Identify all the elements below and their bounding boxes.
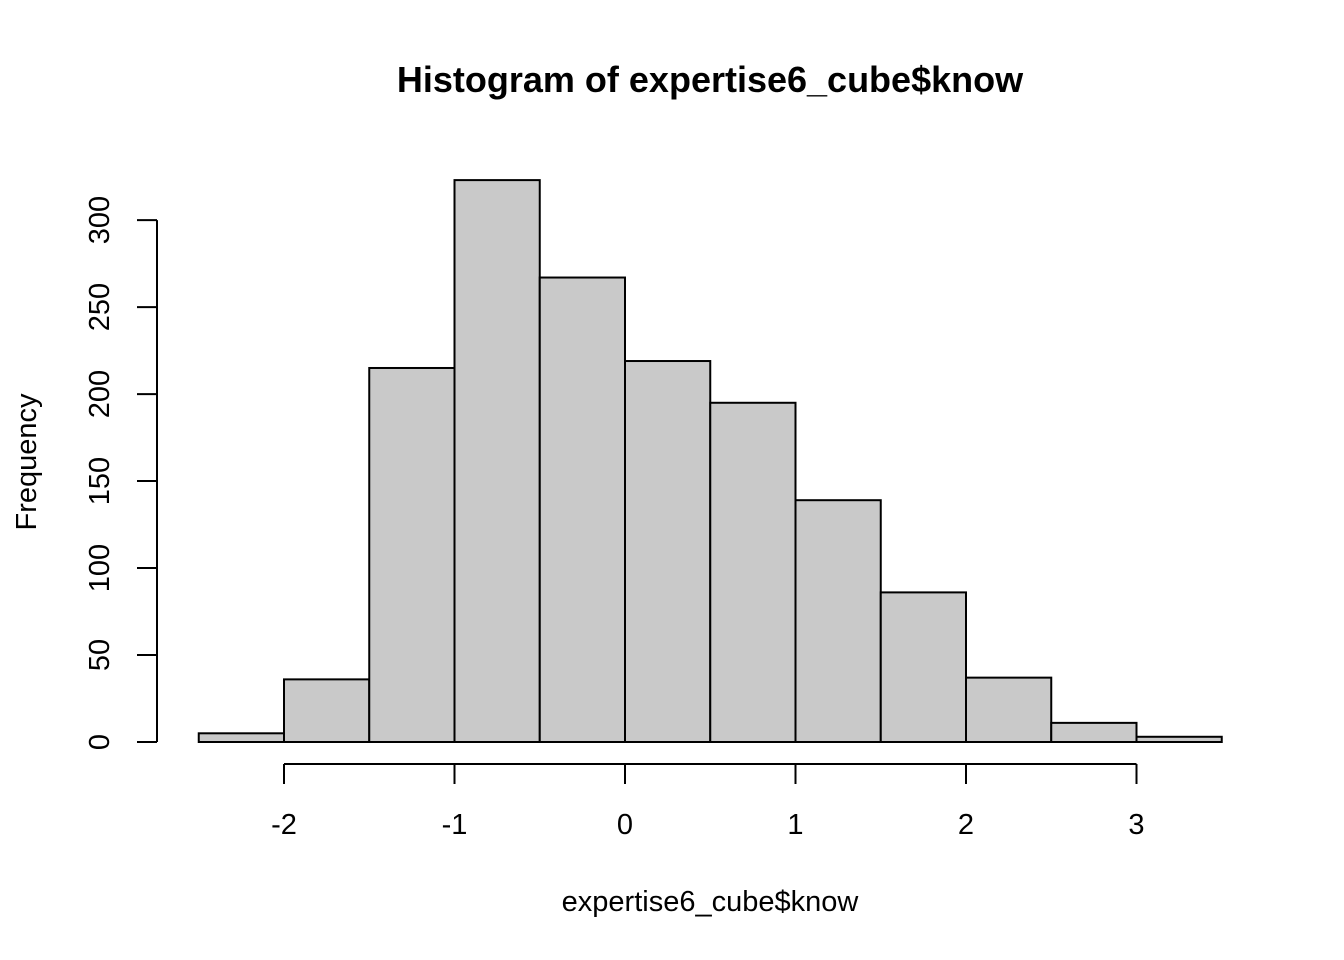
histogram-bar [709,401,797,743]
y-tick-label: 200 [84,370,116,418]
y-tick-label: 50 [84,639,116,671]
y-tick-label: 300 [84,196,116,244]
histogram-bar [538,276,626,743]
histogram-bar [453,179,541,744]
chart-title: Histogram of expertise6_cube$know [397,59,1024,100]
histogram-bar [879,591,967,744]
histogram-bar [283,678,371,743]
histogram-bar [197,732,285,744]
x-tick-label: 0 [617,809,633,841]
bars-group [197,179,1223,744]
y-axis-label: Frequency [11,393,43,531]
histogram-bar [794,499,882,743]
y-tick-label: 100 [84,544,116,592]
y-tick-label: 150 [84,457,116,505]
y-tick-label: 0 [84,734,116,750]
histogram-bar [1050,721,1138,743]
histogram-bar [624,360,712,743]
x-tick-label: 2 [958,809,974,841]
x-axis-label: expertise6_cube$know [562,886,860,918]
x-tick-label: -2 [271,809,297,841]
y-axis: 0 50 100 150 200 250 300 [84,196,158,750]
y-tick-label: 250 [84,283,116,331]
histogram-bar [965,676,1053,744]
histogram-bar [1135,735,1223,743]
x-tick-label: 1 [787,809,803,841]
x-tick-label: -1 [442,809,468,841]
x-tick-label: 3 [1128,809,1144,841]
histogram-bar [368,366,456,743]
x-axis: -2 -1 0 1 2 3 [271,763,1145,841]
